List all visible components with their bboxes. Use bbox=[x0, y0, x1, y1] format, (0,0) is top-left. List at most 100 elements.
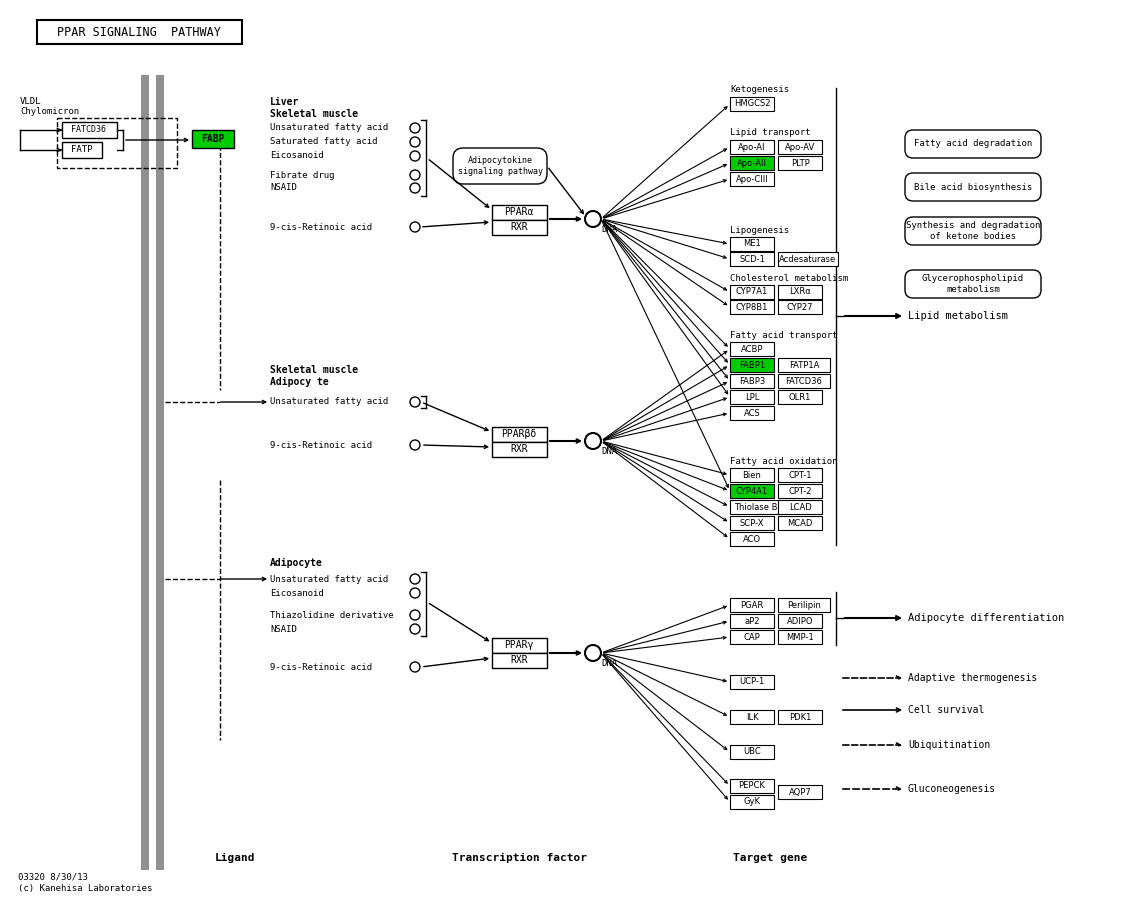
Text: Eicosanoid: Eicosanoid bbox=[270, 589, 323, 597]
Text: Fatty acid oxidation: Fatty acid oxidation bbox=[729, 457, 837, 466]
FancyBboxPatch shape bbox=[778, 598, 830, 612]
Text: FABP3: FABP3 bbox=[739, 377, 766, 385]
Text: PPAR SIGNALING  PATHWAY: PPAR SIGNALING PATHWAY bbox=[57, 25, 221, 38]
Text: PDK1: PDK1 bbox=[788, 712, 811, 721]
Text: Transcription factor: Transcription factor bbox=[451, 853, 587, 863]
Text: GyK: GyK bbox=[743, 797, 760, 806]
Text: RXR: RXR bbox=[510, 444, 528, 454]
Text: LXRα: LXRα bbox=[789, 287, 811, 296]
Text: CPT-1: CPT-1 bbox=[788, 470, 812, 479]
Text: FATCD36: FATCD36 bbox=[71, 126, 106, 134]
Text: CYP27: CYP27 bbox=[787, 303, 813, 312]
Text: 03320 8/30/13: 03320 8/30/13 bbox=[18, 872, 88, 881]
Text: OLR1: OLR1 bbox=[788, 392, 811, 401]
FancyBboxPatch shape bbox=[778, 252, 838, 266]
Text: Skeletal muscle
Adipocy te: Skeletal muscle Adipocy te bbox=[270, 365, 359, 387]
Text: PPARα: PPARα bbox=[504, 207, 534, 217]
FancyBboxPatch shape bbox=[905, 130, 1041, 158]
FancyBboxPatch shape bbox=[454, 148, 547, 184]
Text: Cell survival: Cell survival bbox=[908, 705, 984, 715]
Text: NSAID: NSAID bbox=[270, 184, 296, 192]
FancyBboxPatch shape bbox=[778, 156, 822, 170]
Text: (c) Kanehisa Laboratories: (c) Kanehisa Laboratories bbox=[18, 884, 153, 893]
Text: Adipocyte differentiation: Adipocyte differentiation bbox=[908, 613, 1064, 623]
Text: Ubiquitination: Ubiquitination bbox=[908, 740, 991, 750]
Text: 9-cis-Retinoic acid: 9-cis-Retinoic acid bbox=[270, 440, 372, 449]
FancyBboxPatch shape bbox=[492, 638, 547, 653]
FancyBboxPatch shape bbox=[156, 75, 164, 870]
FancyBboxPatch shape bbox=[905, 217, 1041, 245]
FancyBboxPatch shape bbox=[778, 300, 822, 314]
Text: UCP-1: UCP-1 bbox=[740, 678, 765, 687]
FancyBboxPatch shape bbox=[729, 140, 774, 154]
FancyBboxPatch shape bbox=[729, 172, 774, 186]
Text: Unsaturated fatty acid: Unsaturated fatty acid bbox=[270, 123, 388, 132]
FancyBboxPatch shape bbox=[729, 532, 774, 546]
FancyBboxPatch shape bbox=[729, 795, 774, 809]
FancyBboxPatch shape bbox=[729, 675, 774, 689]
FancyBboxPatch shape bbox=[729, 598, 774, 612]
Text: 9-cis-Retinoic acid: 9-cis-Retinoic acid bbox=[270, 223, 372, 232]
FancyBboxPatch shape bbox=[729, 614, 774, 628]
FancyBboxPatch shape bbox=[905, 270, 1041, 298]
Text: Fatty acid transport: Fatty acid transport bbox=[729, 331, 837, 340]
Text: Acdesaturase: Acdesaturase bbox=[779, 255, 837, 264]
Text: CYP7A1: CYP7A1 bbox=[736, 287, 768, 296]
Text: ACO: ACO bbox=[743, 535, 761, 544]
FancyBboxPatch shape bbox=[492, 220, 547, 235]
FancyBboxPatch shape bbox=[778, 358, 830, 372]
Text: MCAD: MCAD bbox=[787, 518, 813, 527]
FancyBboxPatch shape bbox=[729, 374, 774, 388]
FancyBboxPatch shape bbox=[729, 500, 782, 514]
FancyBboxPatch shape bbox=[37, 20, 242, 44]
Text: FATP1A: FATP1A bbox=[788, 361, 819, 370]
FancyBboxPatch shape bbox=[778, 140, 822, 154]
Text: Target gene: Target gene bbox=[733, 853, 808, 863]
FancyBboxPatch shape bbox=[778, 374, 830, 388]
Text: CYP4A1: CYP4A1 bbox=[736, 487, 768, 496]
FancyBboxPatch shape bbox=[729, 630, 774, 644]
Text: FABP1: FABP1 bbox=[739, 361, 765, 370]
Text: PLTP: PLTP bbox=[791, 159, 810, 168]
Text: Gluconeogenesis: Gluconeogenesis bbox=[908, 784, 996, 794]
Text: DNA: DNA bbox=[601, 448, 618, 457]
Text: Unsaturated fatty acid: Unsaturated fatty acid bbox=[270, 574, 388, 583]
FancyBboxPatch shape bbox=[729, 745, 774, 759]
FancyBboxPatch shape bbox=[192, 130, 234, 148]
Text: Apo-CIII: Apo-CIII bbox=[735, 175, 768, 184]
Text: Unsaturated fatty acid: Unsaturated fatty acid bbox=[270, 398, 388, 407]
FancyBboxPatch shape bbox=[905, 173, 1041, 201]
Text: LPL: LPL bbox=[745, 392, 759, 401]
FancyBboxPatch shape bbox=[141, 75, 149, 870]
Text: AQP7: AQP7 bbox=[788, 787, 811, 796]
FancyBboxPatch shape bbox=[729, 252, 774, 266]
Text: ACBP: ACBP bbox=[741, 344, 763, 353]
Text: FABP: FABP bbox=[201, 134, 225, 144]
Text: Adipocyte: Adipocyte bbox=[270, 558, 322, 568]
FancyBboxPatch shape bbox=[729, 390, 774, 404]
Text: CPT-2: CPT-2 bbox=[788, 487, 812, 496]
Text: FATCD36: FATCD36 bbox=[786, 377, 822, 385]
Text: Thiolase B: Thiolase B bbox=[734, 503, 778, 512]
Text: MMP-1: MMP-1 bbox=[786, 632, 814, 641]
Text: 9-cis-Retinoic acid: 9-cis-Retinoic acid bbox=[270, 662, 372, 671]
FancyBboxPatch shape bbox=[729, 710, 774, 724]
FancyBboxPatch shape bbox=[492, 442, 547, 457]
Text: FATP: FATP bbox=[71, 146, 93, 155]
Text: Lipid metabolism: Lipid metabolism bbox=[908, 311, 1008, 321]
Text: ACS: ACS bbox=[743, 409, 760, 418]
FancyBboxPatch shape bbox=[729, 300, 774, 314]
Text: DNA: DNA bbox=[601, 660, 618, 669]
FancyBboxPatch shape bbox=[729, 484, 774, 498]
FancyBboxPatch shape bbox=[62, 122, 116, 138]
Text: ADIPO: ADIPO bbox=[787, 616, 813, 625]
FancyBboxPatch shape bbox=[729, 237, 774, 251]
FancyBboxPatch shape bbox=[729, 468, 774, 482]
Text: DNA: DNA bbox=[601, 226, 618, 235]
Text: Apo-AV: Apo-AV bbox=[785, 142, 815, 151]
FancyBboxPatch shape bbox=[62, 142, 102, 158]
FancyBboxPatch shape bbox=[778, 484, 822, 498]
FancyBboxPatch shape bbox=[778, 630, 822, 644]
Text: Apo-AI: Apo-AI bbox=[739, 142, 766, 151]
Text: RXR: RXR bbox=[510, 222, 528, 232]
